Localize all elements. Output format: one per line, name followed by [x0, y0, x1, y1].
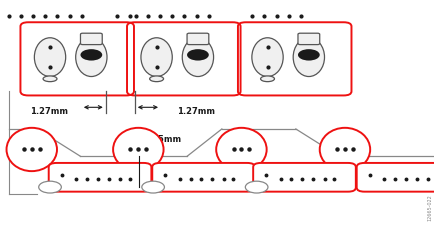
FancyBboxPatch shape	[187, 34, 208, 45]
Ellipse shape	[251, 39, 283, 77]
Ellipse shape	[293, 39, 324, 77]
FancyBboxPatch shape	[253, 163, 355, 192]
FancyBboxPatch shape	[152, 163, 254, 192]
Ellipse shape	[76, 39, 107, 77]
Ellipse shape	[141, 39, 172, 77]
Ellipse shape	[182, 39, 213, 77]
Text: 1.27mm: 1.27mm	[30, 107, 68, 116]
Text: 12665-022: 12665-022	[427, 194, 432, 220]
Text: 1.65mm: 1.65mm	[142, 135, 181, 143]
Ellipse shape	[113, 128, 163, 171]
Ellipse shape	[260, 77, 274, 82]
Ellipse shape	[43, 77, 57, 82]
FancyBboxPatch shape	[49, 163, 151, 192]
Circle shape	[80, 50, 102, 61]
Circle shape	[187, 50, 208, 61]
Circle shape	[141, 181, 164, 193]
Ellipse shape	[34, 39, 66, 77]
FancyBboxPatch shape	[356, 163, 434, 192]
FancyBboxPatch shape	[80, 34, 102, 45]
Ellipse shape	[216, 128, 266, 171]
Circle shape	[39, 181, 61, 193]
Ellipse shape	[149, 77, 163, 82]
Text: 1.27mm: 1.27mm	[177, 107, 215, 116]
Ellipse shape	[7, 128, 57, 171]
Circle shape	[245, 181, 267, 193]
Ellipse shape	[319, 128, 369, 171]
Circle shape	[297, 50, 319, 61]
FancyBboxPatch shape	[297, 34, 319, 45]
